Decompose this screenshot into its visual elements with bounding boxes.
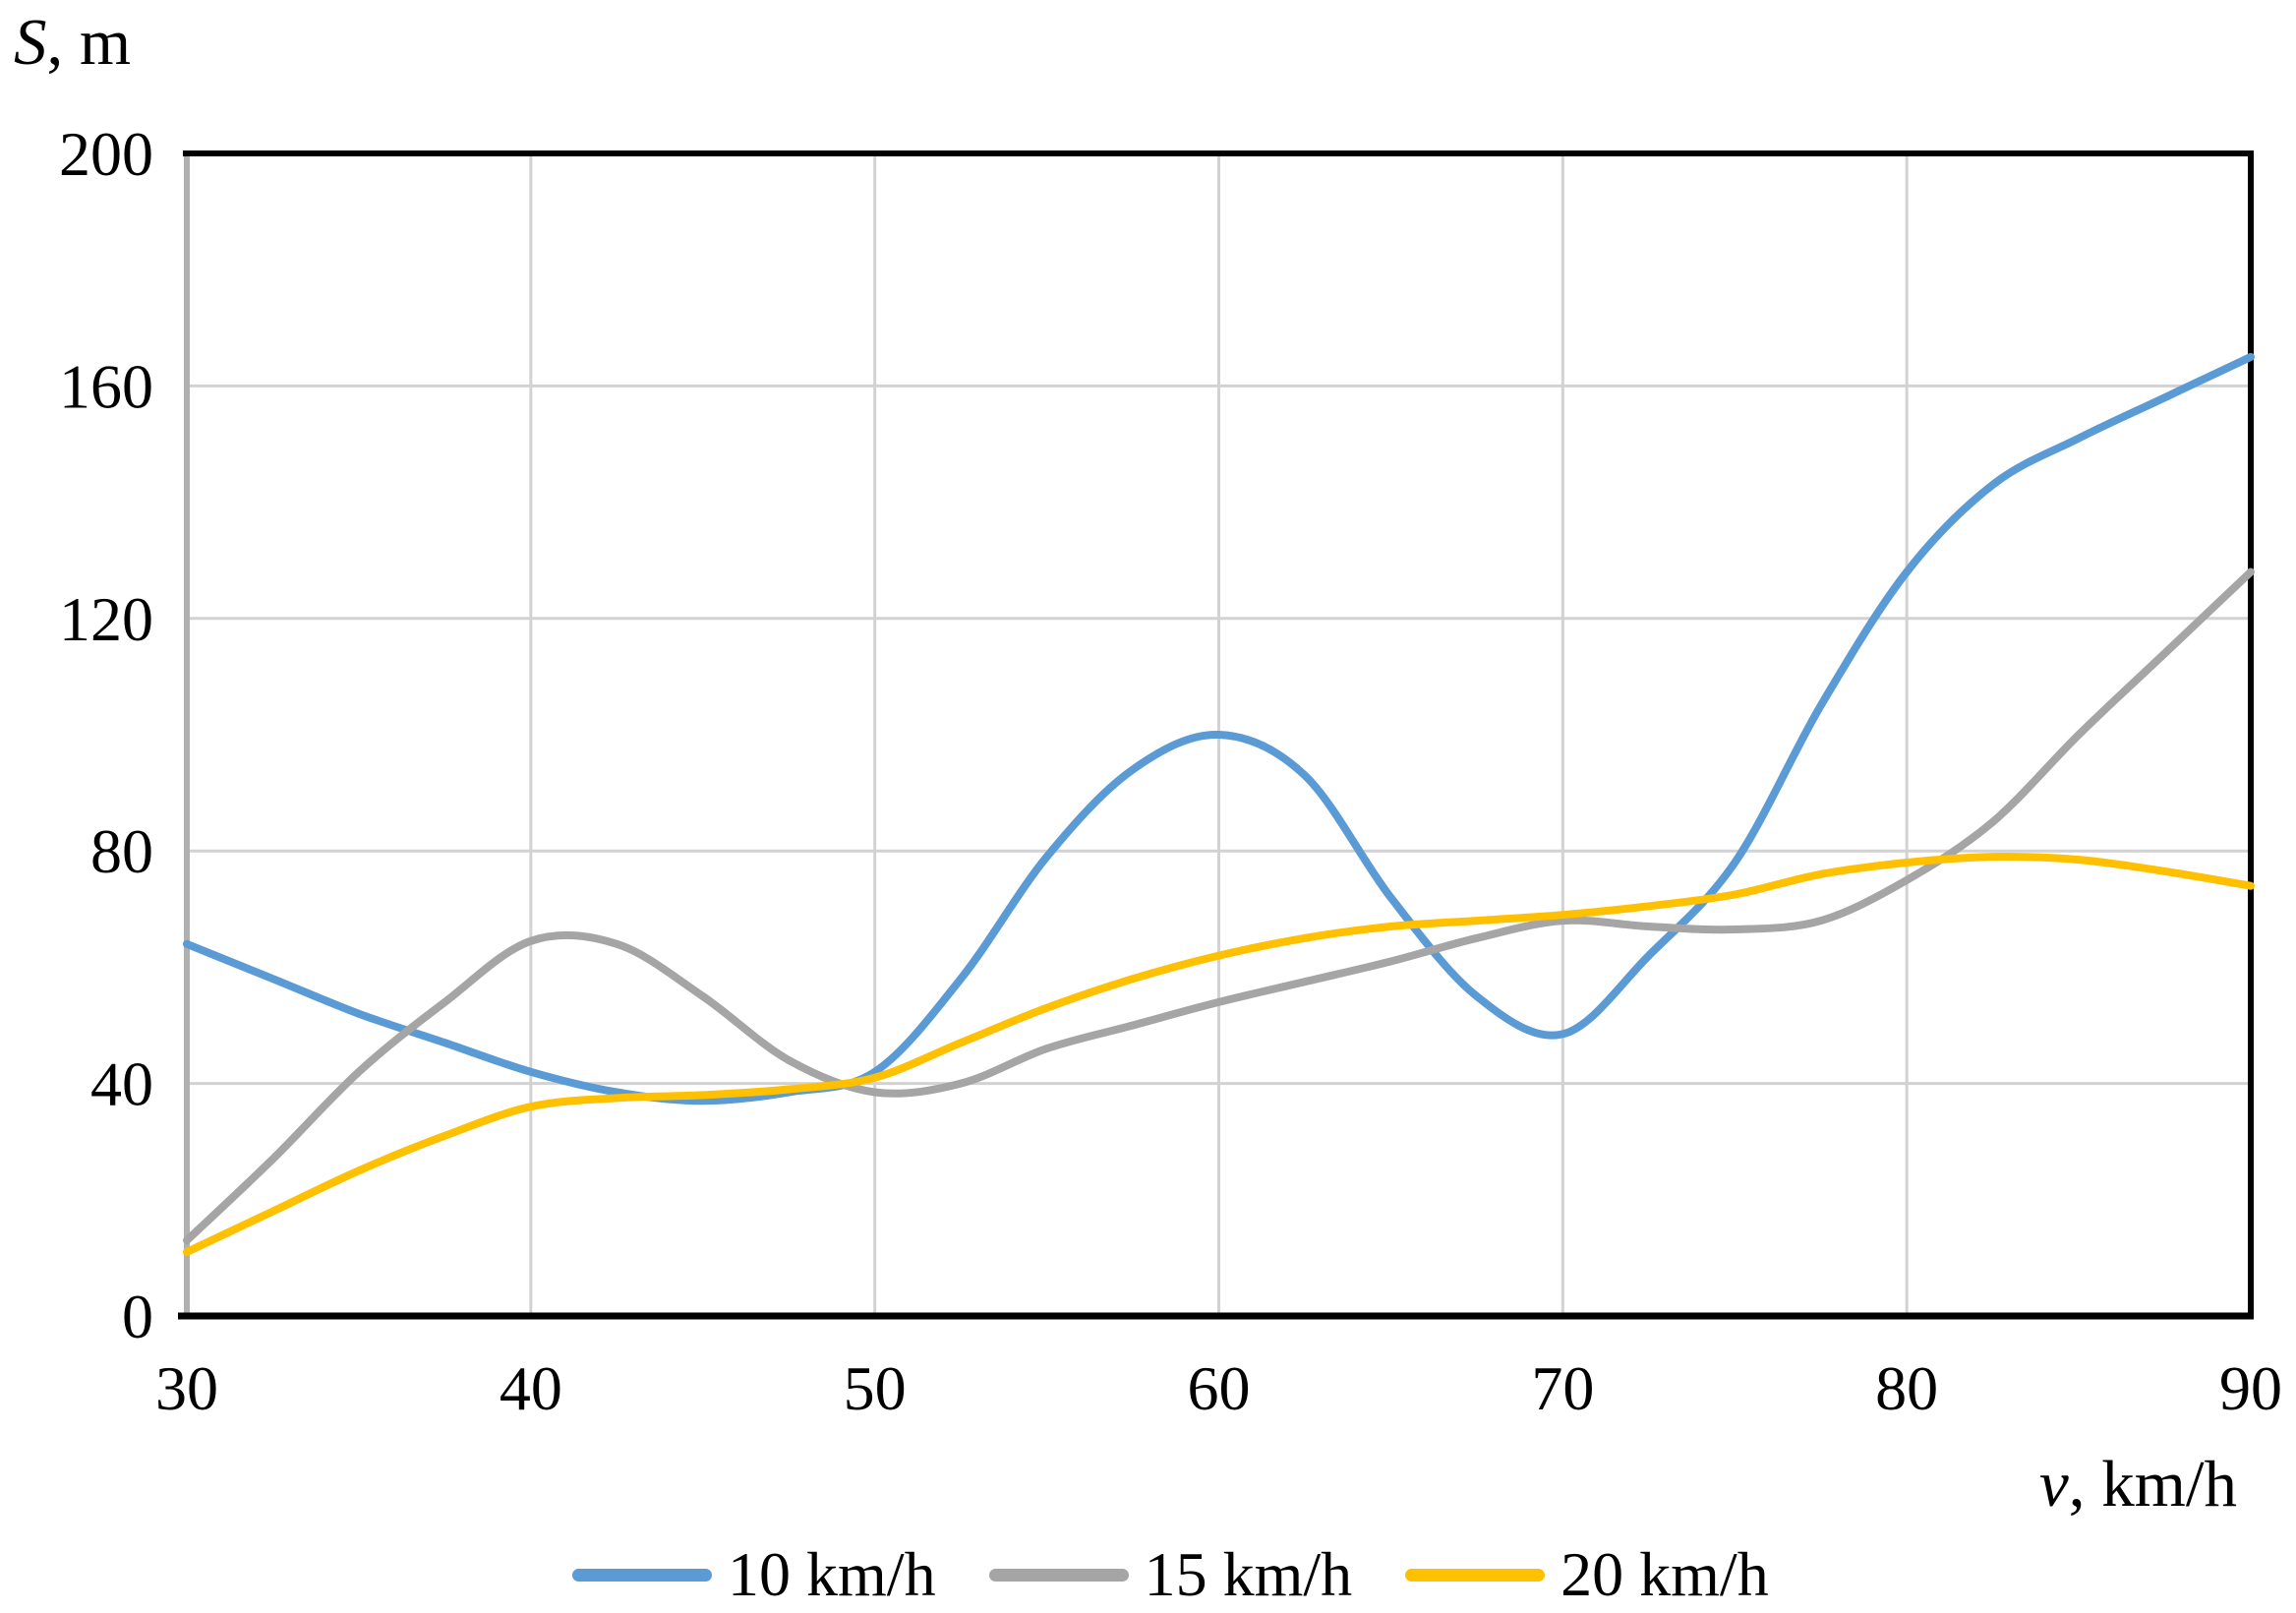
legend-item-20-kmh: 20 km/h — [1405, 1539, 1769, 1609]
series-line-15-km-h — [183, 568, 2255, 1245]
x-axis-variable: v — [2039, 1448, 2069, 1521]
legend-label-15-kmh: 15 km/h — [1144, 1539, 1353, 1609]
legend-swatch-10-kmh — [572, 1568, 712, 1582]
legend-label-20-kmh: 20 km/h — [1560, 1539, 1769, 1609]
x-tick-label-30: 30 — [155, 1353, 218, 1423]
series-line-10-km-h — [183, 352, 2255, 1105]
x-tick-label-80: 80 — [1875, 1353, 1938, 1423]
y-tick-label-80: 80 — [90, 816, 153, 886]
y-axis-title: S, m — [14, 8, 131, 77]
x-axis-title: v, km/h — [2039, 1450, 2237, 1519]
y-axis-unit: , m — [46, 6, 132, 79]
y-tick-label-40: 40 — [90, 1049, 153, 1119]
y-tick-label-0: 0 — [122, 1282, 153, 1351]
y-axis-variable: S — [14, 6, 47, 79]
x-tick-label-50: 50 — [844, 1353, 907, 1423]
x-tick-label-60: 60 — [1188, 1353, 1251, 1423]
series-line-20-km-h — [183, 852, 2255, 1256]
x-tick-label-90: 90 — [2219, 1353, 2282, 1423]
x-tick-label-70: 70 — [1531, 1353, 1594, 1423]
y-tick-label-200: 200 — [59, 119, 153, 189]
legend-item-10-kmh: 10 km/h — [572, 1539, 936, 1609]
legend-item-15-kmh: 15 km/h — [988, 1539, 1353, 1609]
legend-swatch-20-kmh — [1405, 1568, 1546, 1582]
legend-label-10-kmh: 10 km/h — [728, 1539, 936, 1609]
y-tick-label-160: 160 — [59, 351, 153, 421]
legend-swatch-15-kmh — [988, 1568, 1129, 1582]
x-axis-unit: , km/h — [2068, 1448, 2237, 1521]
y-tick-label-120: 120 — [59, 584, 153, 654]
legend: 10 km/h 15 km/h 20 km/h — [572, 1539, 1769, 1609]
x-tick-label-40: 40 — [500, 1353, 562, 1423]
